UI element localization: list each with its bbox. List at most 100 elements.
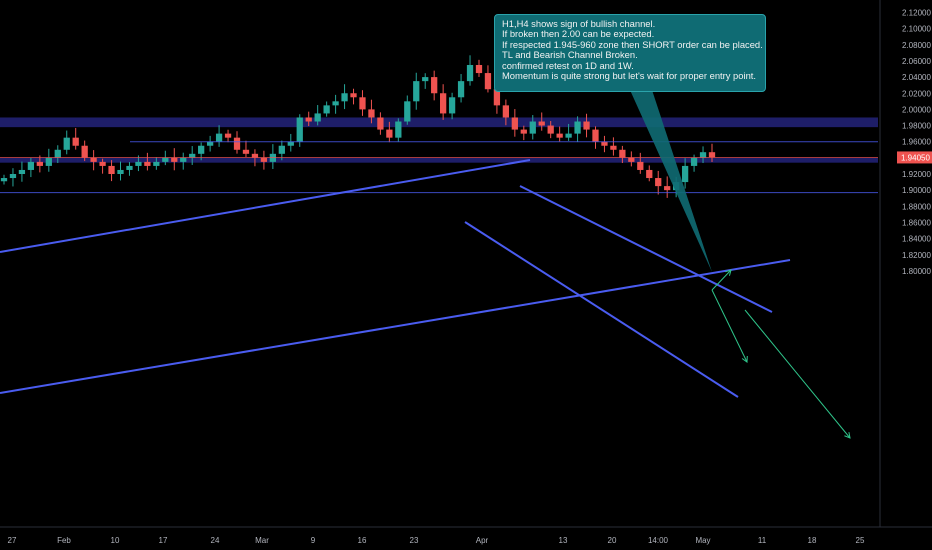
candle-body [422, 77, 429, 82]
candle-body [269, 153, 276, 162]
candle-body [27, 161, 35, 170]
y-tick-label: 2.06000 [902, 57, 931, 66]
candle-body [206, 141, 214, 146]
candle-body [99, 161, 106, 166]
note-line-3: If respected 1.945-960 zone then SHORT o… [502, 38, 763, 50]
candle-body [36, 161, 43, 166]
candle-body [475, 64, 483, 74]
candle-body [332, 101, 339, 106]
candle-body [278, 145, 285, 154]
candle-body [359, 97, 366, 110]
candle-body [619, 149, 626, 158]
candle-body [502, 105, 510, 118]
x-tick-label: 25 [856, 536, 865, 545]
candle-body [529, 121, 536, 134]
lower-channel-line [0, 259, 791, 394]
y-tick-label: 2.02000 [902, 89, 931, 98]
candle-body [646, 169, 653, 179]
y-tick-label: 1.90000 [902, 186, 931, 195]
candle-body [664, 186, 671, 191]
note-line-4: TL and Bearish Channel Broken. [502, 49, 638, 61]
candle-body [484, 73, 492, 90]
candle-body [215, 133, 223, 142]
candle-body [314, 113, 321, 122]
candle-body [242, 149, 250, 154]
candle-body [592, 129, 599, 142]
candle-body [108, 165, 115, 174]
candle-body [377, 117, 384, 130]
extended-short-arrow [744, 309, 851, 439]
candle-body [198, 145, 205, 154]
candle-body [386, 129, 393, 138]
candle-body [448, 97, 456, 114]
bearish-channel-upper [519, 185, 773, 313]
horizontal-levels [0, 141, 878, 194]
analysis-note[interactable]: H1,H4 shows sign of bullish channel. If … [494, 14, 766, 92]
x-tick-label: 11 [758, 536, 767, 545]
candle-body [18, 169, 26, 174]
candle-body [171, 157, 178, 162]
candle-body [556, 133, 563, 138]
candle-body [162, 157, 169, 162]
x-tick-label: 13 [559, 536, 568, 545]
y-tick-label: 2.08000 [902, 41, 931, 50]
candle-body [9, 174, 17, 179]
upper-channel-line [0, 159, 531, 253]
supply-demand-zones [0, 117, 878, 163]
trend-drawings [0, 90, 851, 439]
candle-body [153, 161, 160, 166]
candle-body [126, 165, 133, 170]
note-line-5: confirmed retest on 1D and 1W. [502, 59, 634, 71]
candle-body [368, 109, 375, 118]
y-tick-label: 1.98000 [902, 122, 931, 131]
candle-body [395, 121, 402, 138]
candlestick-series [0, 55, 716, 198]
price-badge [897, 151, 932, 164]
candle-body [287, 141, 294, 146]
note-line-2: If broken then 2.00 can be expected. [502, 28, 655, 40]
candle-body [547, 125, 554, 134]
x-tick-label: 18 [808, 536, 817, 545]
candle-body [628, 157, 635, 162]
y-tick-label: 1.80000 [902, 267, 931, 276]
candle-body [610, 145, 617, 150]
note-line-1: H1,H4 shows sign of bullish channel. [502, 18, 656, 29]
candle-body [63, 137, 70, 150]
x-tick-label: 23 [410, 536, 419, 545]
x-tick-label: Feb [57, 536, 71, 545]
y-tick-label: 1.92000 [902, 170, 931, 179]
candle-body [431, 77, 438, 94]
candle-body [0, 178, 8, 182]
candle-body [233, 137, 241, 150]
zone-0 [0, 117, 878, 128]
candle-body [90, 157, 97, 162]
candle-body [323, 105, 330, 114]
y-tick-label: 2.10000 [902, 25, 931, 34]
y-tick-label: 2.12000 [902, 9, 931, 18]
y-tick-label: 1.82000 [902, 251, 931, 260]
candle-body [655, 178, 662, 187]
x-tick-label: 9 [311, 536, 316, 545]
candle-body [341, 93, 348, 102]
x-tick-label: 27 [8, 536, 17, 545]
candle-body [305, 117, 312, 122]
candle-body [144, 161, 151, 166]
x-tick-label: 16 [358, 536, 367, 545]
short-projection-arrow [711, 289, 748, 363]
candle-body [520, 129, 527, 134]
price-badge-label: 1.94050 [901, 153, 930, 162]
candle-body [251, 153, 259, 158]
x-tick-label: 20 [608, 536, 617, 545]
bullish-projection-arrow-head [725, 269, 732, 276]
y-tick-label: 1.96000 [902, 138, 931, 147]
candle-body [466, 64, 474, 82]
candle-body [699, 152, 707, 158]
candle-body [81, 145, 88, 158]
candle-body [54, 149, 61, 158]
candle-body [404, 101, 411, 122]
x-tick-label: Apr [476, 536, 489, 545]
candle-body [690, 157, 698, 166]
candle-body [493, 89, 501, 106]
